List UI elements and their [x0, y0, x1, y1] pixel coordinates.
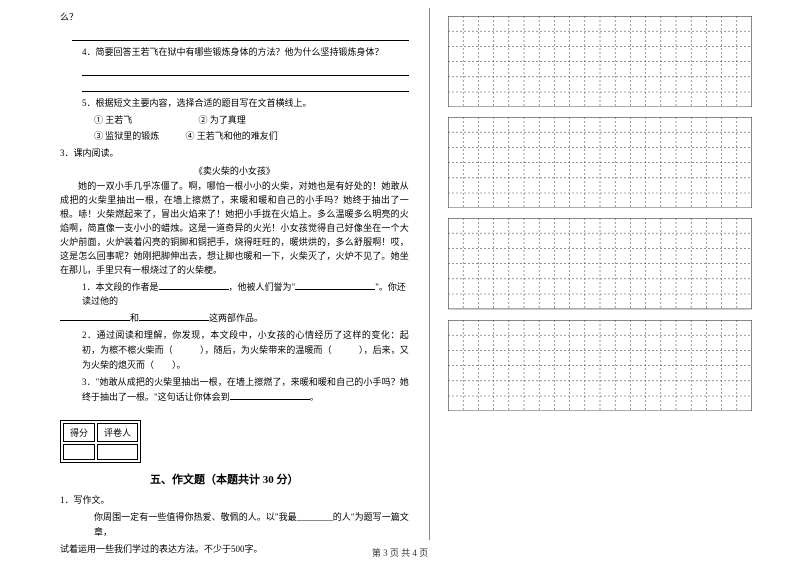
sub1-text4: 和 — [130, 313, 139, 323]
writing-grid[interactable] — [448, 117, 780, 208]
q5-options-row2: ③ 监狱里的锻炼 ④ 王若飞和他的难友们 — [60, 129, 409, 144]
q-me: 么？ — [60, 10, 409, 25]
writing-grid[interactable] — [448, 218, 780, 309]
opt-2[interactable]: ② 为了真理 — [199, 113, 246, 128]
essay-q: 1．写作文。 — [60, 493, 409, 508]
essay-body1: 你周围一定有一些值得你热爱、敬佩的人。以"我最________的人"为题写一篇文… — [60, 510, 409, 540]
writing-grid[interactable] — [448, 320, 780, 411]
answer-line[interactable] — [82, 64, 409, 76]
writing-grid[interactable] — [448, 16, 780, 107]
sub-q2: 2．通过阅读和理解，你发现，本文段中，小女孩的心情经历了这样的变化：起初，为檫不… — [60, 328, 409, 373]
q3-title: 3．课内阅读。 — [60, 146, 409, 161]
sub3-end: 。 — [310, 392, 319, 402]
grader-label: 评卷人 — [97, 423, 138, 442]
blank-honor[interactable] — [295, 280, 375, 290]
sub1-text: 1．本文段的作者是 — [82, 282, 159, 292]
score-box: 得分 评卷人 — [60, 420, 141, 463]
q5-options-row1: ① 王若飞 ② 为了真理 — [60, 113, 409, 128]
q5: 5．根据短文主要内容，选择合适的题目写在文首横线上。 — [60, 96, 409, 111]
sub-q1b: 和 这两部作品。 — [60, 311, 409, 326]
left-column: 么？ 4．简要回答王若飞在狱中有哪些锻炼身体的方法？他为什么坚持锻炼身体？ 5．… — [60, 8, 430, 540]
opt-1[interactable]: ① 王若飞 — [94, 113, 132, 128]
sub-q1: 1．本文段的作者是，他被人们誉为""。你还读过他的 — [60, 280, 409, 310]
grader-cell[interactable] — [97, 444, 138, 460]
opt-4[interactable]: ④ 王若飞和他的难友们 — [186, 129, 278, 144]
answer-line[interactable] — [82, 80, 409, 92]
sub-q3: 3．"她敢从成把的火柴里抽出一根，在墙上擦燃了，来暖和暖和自己的小手吗？她终于抽… — [60, 375, 409, 405]
q4: 4．简要回答王若飞在狱中有哪些锻炼身体的方法？他为什么坚持锻炼身体？ — [60, 45, 409, 60]
answer-line[interactable] — [72, 29, 409, 41]
story-body: 她的一双小手几乎冻僵了。啊，哪怕一根小小的火柴，对她也是有好处的！她敢从成把的火… — [60, 180, 409, 278]
page-footer: 第 3 页 共 4 页 — [0, 546, 800, 559]
score-cell[interactable] — [63, 444, 95, 460]
blank-author[interactable] — [159, 280, 229, 290]
score-label: 得分 — [63, 423, 95, 442]
sub1-text5: 这两部作品。 — [209, 313, 263, 323]
blank-work2[interactable] — [139, 311, 209, 321]
blank-feel[interactable] — [230, 390, 310, 400]
opt-3[interactable]: ③ 监狱里的锻炼 — [94, 129, 159, 144]
section5-title: 五、作文题（本题共计 30 分） — [150, 471, 409, 487]
right-column — [430, 8, 780, 540]
sub1-text2: ，他被人们誉为" — [229, 282, 296, 292]
blank-work1[interactable] — [60, 311, 130, 321]
story-title: 《卖火柴的小女孩》 — [60, 164, 409, 177]
